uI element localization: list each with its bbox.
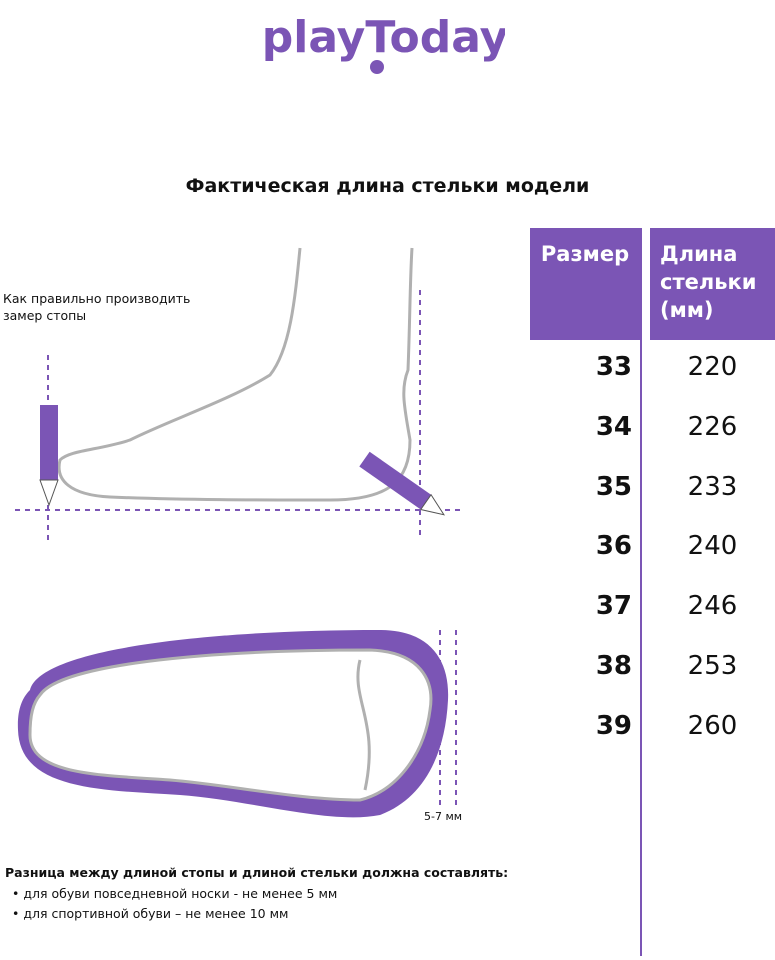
pencil-icon [359,451,446,516]
size-cell: 34 [595,412,632,442]
size-cell: 38 [595,651,632,681]
measure-hint: Как правильно производить замер стопы [3,291,191,323]
playtoday-logo: playToday [265,12,505,74]
length-cell: 226 [687,412,738,442]
pencil-icon [39,405,59,507]
gap-label: 5-7 мм [424,810,463,823]
length-column-header: Длина стельки (мм) [650,228,775,340]
column-divider [640,228,642,956]
size-column-header: Размер [530,228,640,340]
side-foot-illustration [57,247,414,502]
size-cell: 39 [595,711,632,741]
length-cell: 233 [687,472,738,502]
size-cell: 33 [595,352,632,382]
size-cell: 35 [595,472,632,502]
insole-illustration [17,630,449,818]
size-cell: 37 [595,591,632,621]
foot-illustrations [15,247,460,818]
length-cell: 253 [687,651,738,681]
note-heading: Разница между длиной стопы и длиной стел… [5,865,509,880]
length-cell: 246 [687,591,738,621]
svg-text:playToday: playToday [265,12,505,63]
note-bullet: • для спортивной обуви – не менее 10 мм [12,906,289,921]
length-cell: 220 [687,352,738,382]
length-cell: 240 [687,531,738,561]
length-cell: 260 [687,711,738,741]
size-cell: 36 [595,531,632,561]
page-title: Фактическая длина стельки модели [185,175,590,197]
note-bullet: • для обуви повседневной носки - не мене… [12,886,338,901]
